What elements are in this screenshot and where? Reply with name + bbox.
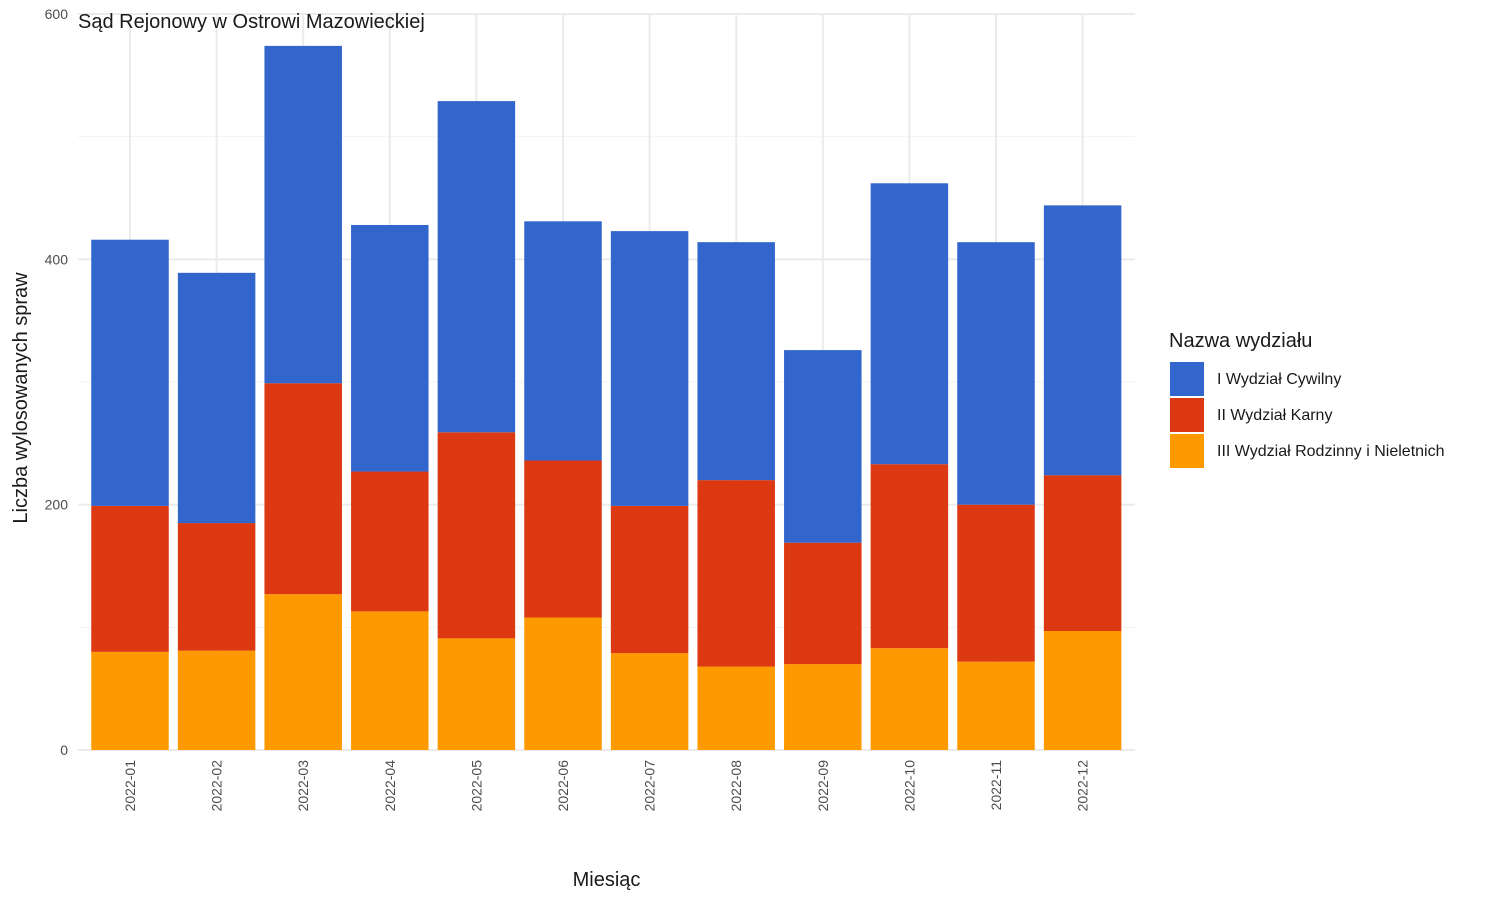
bar-segment xyxy=(351,611,429,750)
legend-title: Nazwa wydziału xyxy=(1169,330,1312,352)
bar-segment xyxy=(437,101,516,433)
x-tick-label: 2022-10 xyxy=(901,760,917,812)
bar-segment xyxy=(784,350,862,543)
legend-swatch xyxy=(1170,434,1204,468)
x-tick-label: 2022-09 xyxy=(815,760,831,812)
legend-swatch xyxy=(1170,398,1204,432)
bar-segment xyxy=(610,653,689,750)
bar-segment xyxy=(957,504,1035,662)
x-tick-label: 2022-11 xyxy=(988,760,1004,811)
bar-segment xyxy=(784,542,862,665)
x-tick-label: 2022-04 xyxy=(382,760,398,812)
bar-segment xyxy=(697,242,775,481)
bar-segment xyxy=(697,480,775,667)
bar-segment xyxy=(1043,205,1122,476)
x-tick-label: 2022-06 xyxy=(555,760,571,812)
bar-segment xyxy=(91,505,169,652)
bar-segment xyxy=(177,650,256,750)
legend-label: II Wydział Karny xyxy=(1217,407,1332,424)
bar-segment xyxy=(524,460,602,618)
bar-segment xyxy=(177,523,256,651)
legend: Nazwa wydziału I Wydział Cywilny II Wydzi… xyxy=(1169,330,1445,468)
bar-segment xyxy=(437,638,516,750)
bar-segment xyxy=(437,432,516,639)
bar-segment xyxy=(177,272,256,524)
y-tick-label: 200 xyxy=(45,497,69,513)
bar-segment xyxy=(957,661,1035,750)
bar-segment xyxy=(610,505,689,654)
y-axis-title: Liczba wylosowanych spraw xyxy=(10,272,32,524)
bar-segment xyxy=(697,666,775,750)
legend-label: III Wydział Rodzinny i Nieletnich xyxy=(1217,443,1445,460)
bar-segment xyxy=(91,651,169,750)
y-tick-label: 600 xyxy=(45,6,69,22)
bar-segment xyxy=(264,383,342,595)
bar-segment xyxy=(351,471,429,612)
chart-title: Sąd Rejonowy w Ostrowi Mazowieckiej xyxy=(78,11,425,33)
bar-segment xyxy=(1043,631,1122,750)
bar-segment xyxy=(524,221,602,461)
x-tick-label: 2022-08 xyxy=(728,760,744,812)
bar-segment xyxy=(351,224,429,472)
bar-segment xyxy=(264,45,342,384)
x-tick-label: 2022-12 xyxy=(1075,760,1091,812)
legend-swatch xyxy=(1170,362,1204,396)
x-axis-ticks: 2022-01 2022-02 2022-03 2022-04 2022-05 2022-… xyxy=(122,760,1091,812)
legend-label: I Wydział Cywilny xyxy=(1217,371,1341,388)
y-axis-ticks: 0 200 400 600 xyxy=(45,6,69,758)
x-tick-label: 2022-03 xyxy=(295,760,311,812)
bar-segment xyxy=(91,239,169,506)
x-tick-label: 2022-02 xyxy=(209,760,225,812)
x-axis-title: Miesiąc xyxy=(573,869,641,891)
x-tick-label: 2022-07 xyxy=(642,760,658,812)
bar-segment xyxy=(870,464,949,649)
y-tick-label: 0 xyxy=(60,742,68,758)
bars xyxy=(91,45,1122,750)
x-tick-label: 2022-05 xyxy=(468,760,484,812)
bar-segment xyxy=(1043,475,1122,632)
bar-segment xyxy=(870,183,949,465)
bar-segment xyxy=(784,664,862,750)
bar-segment xyxy=(870,648,949,750)
bar-segment xyxy=(264,594,342,750)
bar-segment xyxy=(957,242,1035,505)
y-tick-label: 400 xyxy=(45,251,69,267)
bar-segment xyxy=(610,231,689,506)
bar-segment xyxy=(524,617,602,750)
x-tick-label: 2022-01 xyxy=(122,760,138,812)
